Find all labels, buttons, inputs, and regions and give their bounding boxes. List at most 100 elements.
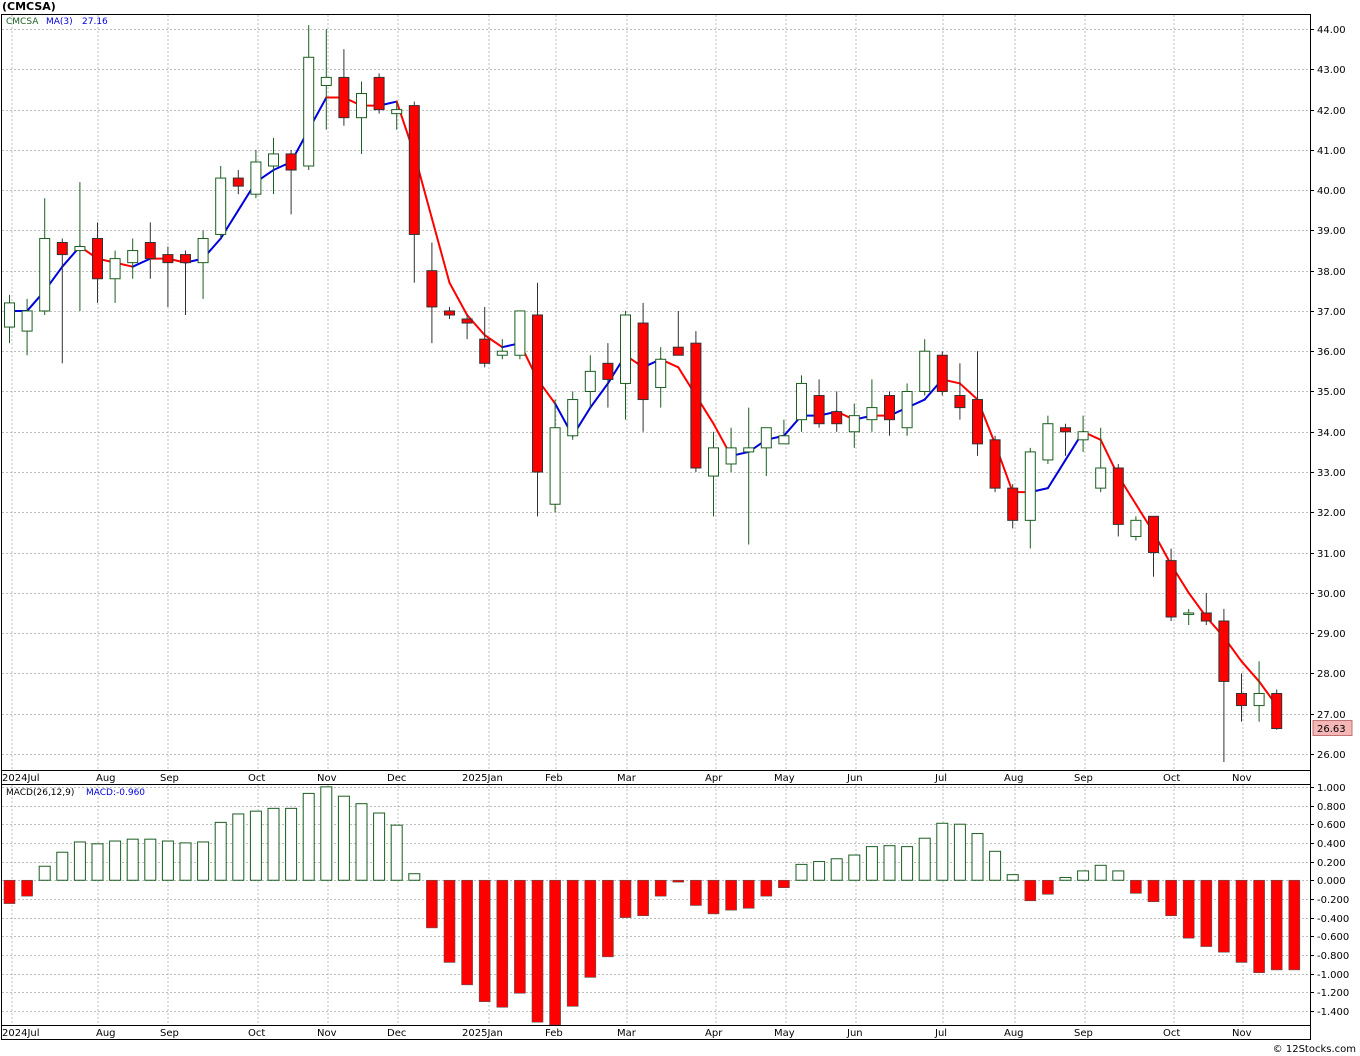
- macd-bar-negative: [1270, 879, 1283, 971]
- macd-bar-negative: [1253, 879, 1265, 974]
- price-y-tick-label: 44.00: [1317, 25, 1346, 36]
- macd-bar-positive: [373, 812, 386, 881]
- candle-up: [1130, 519, 1142, 537]
- candle-down: [637, 322, 649, 401]
- price-x-tick-label: Oct: [1163, 773, 1180, 784]
- ma3-segment: [589, 382, 609, 409]
- price-x-tick-label: Jun: [846, 773, 863, 784]
- price-x-tick-label: Sep: [1074, 773, 1093, 784]
- price-y-tick-label: 33.00: [1317, 468, 1346, 479]
- macd-bar-positive: [144, 838, 157, 881]
- macd-bar-positive: [1077, 870, 1090, 881]
- candle-up: [743, 447, 755, 453]
- candle-up: [796, 382, 807, 421]
- macd-legend-value: MACD:-0.960: [86, 788, 145, 798]
- price-x-tick-label: May: [774, 773, 795, 784]
- macd-bar-positive: [109, 840, 122, 881]
- price-y-tick-label: 38.00: [1317, 267, 1346, 278]
- price-x-tick-label: Aug: [1004, 773, 1024, 784]
- macd-bar-positive: [91, 843, 104, 881]
- price-y-tick-label: 28.00: [1317, 669, 1346, 680]
- candle-down: [1165, 560, 1177, 618]
- macd-x-tick-label: Apr: [705, 1028, 723, 1039]
- macd-bar-positive: [865, 846, 878, 881]
- macd-x-tick-label: Dec: [387, 1028, 406, 1039]
- macd-bar-negative: [1218, 879, 1230, 953]
- price-y-tick-label: 32.00: [1317, 508, 1346, 519]
- macd-x-axis: 2024Jul Aug Sep Oct Nov Dec 2025Jan Feb Mar Apr Ma…: [1, 1025, 1311, 1040]
- candle-up: [866, 407, 878, 421]
- candle-up: [584, 370, 596, 392]
- macd-bar-positive: [179, 842, 192, 881]
- macd-panel: 1.000 0.800 0.600 0.400 0.200 0.000 -0.200 -0.4…: [1, 783, 1349, 1026]
- chart-title: (CMCSA): [2, 0, 56, 13]
- price-x-tick-label: Nov: [1232, 773, 1252, 784]
- candle-down: [338, 76, 350, 119]
- macd-x-tick-label: 2025Jan: [462, 1028, 503, 1039]
- legend-symbol: CMCSA: [6, 17, 39, 27]
- footer-credit: © 12Stocks.com: [1272, 1044, 1356, 1055]
- candle-down: [1271, 692, 1283, 730]
- ma3-segment: [958, 382, 979, 401]
- macd-y-tick-label: 0.600: [1317, 820, 1346, 831]
- macd-legend-name: MACD(26,12,9): [6, 788, 74, 798]
- candle-up: [1042, 423, 1054, 461]
- price-y-tick-label: 37.00: [1317, 307, 1346, 318]
- ma3-segment: [131, 257, 152, 268]
- candle-up: [391, 109, 403, 115]
- candle-up: [1253, 692, 1265, 707]
- macd-x-tick-label: Aug: [1004, 1028, 1024, 1039]
- last-price-marker: 26.63: [1312, 720, 1353, 737]
- candle-down: [1200, 612, 1212, 622]
- candle-up: [848, 415, 860, 433]
- candle-down: [602, 362, 614, 380]
- ma3-segment: [1046, 458, 1067, 490]
- candle-down: [831, 411, 843, 425]
- candle-down: [1218, 620, 1230, 682]
- legend-ma-label: MA(3): [46, 17, 73, 27]
- macd-bar-negative: [619, 879, 632, 918]
- candle-up: [356, 93, 367, 119]
- candle-down: [532, 314, 543, 473]
- macd-x-tick-label: 2024Jul: [2, 1028, 40, 1039]
- price-x-tick-label: Oct: [248, 773, 265, 784]
- candle-down: [972, 399, 983, 445]
- macd-x-tick-label: Oct: [248, 1028, 265, 1039]
- candle-up: [197, 237, 209, 264]
- macd-x-tick-label: Sep: [1074, 1028, 1093, 1039]
- macd-x-tick-label: Jul: [934, 1028, 947, 1039]
- price-y-tick-label: 27.00: [1317, 710, 1346, 721]
- macd-bar-positive: [285, 807, 298, 881]
- macd-bar-positive: [267, 807, 280, 881]
- candle-down: [461, 318, 473, 324]
- macd-bar-positive: [232, 813, 245, 881]
- macd-y-tick-label: -1.000: [1317, 970, 1349, 981]
- candle-up: [1077, 431, 1089, 441]
- macd-bar-negative: [1288, 879, 1301, 971]
- candle-down: [408, 105, 420, 235]
- price-x-tick-label: Apr: [705, 773, 723, 784]
- price-x-tick-label: Aug: [96, 773, 116, 784]
- macd-bar-negative: [3, 879, 16, 904]
- candle-down: [690, 342, 702, 469]
- macd-bar-positive: [883, 845, 896, 881]
- price-x-tick-label: 2024Jul: [2, 773, 40, 784]
- macd-bar-positive: [1112, 870, 1125, 881]
- ma3-segment: [466, 313, 486, 337]
- price-x-tick-label: Sep: [160, 773, 179, 784]
- macd-bar-positive: [197, 841, 210, 881]
- candles: [4, 25, 1283, 762]
- candle-down: [1112, 467, 1124, 525]
- candle-up: [725, 447, 737, 465]
- price-x-axis: 2024Jul Aug Sep Oct Nov Dec 2025Jan Feb Mar Apr Ma…: [1, 770, 1311, 785]
- price-x-tick-label: Feb: [545, 773, 563, 784]
- macd-x-tick-label: Sep: [160, 1028, 179, 1039]
- price-y-tick-label: 31.00: [1317, 549, 1346, 560]
- macd-y-tick-label: -0.600: [1317, 932, 1349, 943]
- macd-y-tick-label: -1.400: [1317, 1007, 1349, 1018]
- candle-up: [303, 56, 315, 167]
- price-y-tick-label: 39.00: [1317, 226, 1346, 237]
- candle-down: [373, 76, 385, 111]
- macd-x-tick-label: Mar: [617, 1028, 637, 1039]
- candle-up: [39, 237, 51, 312]
